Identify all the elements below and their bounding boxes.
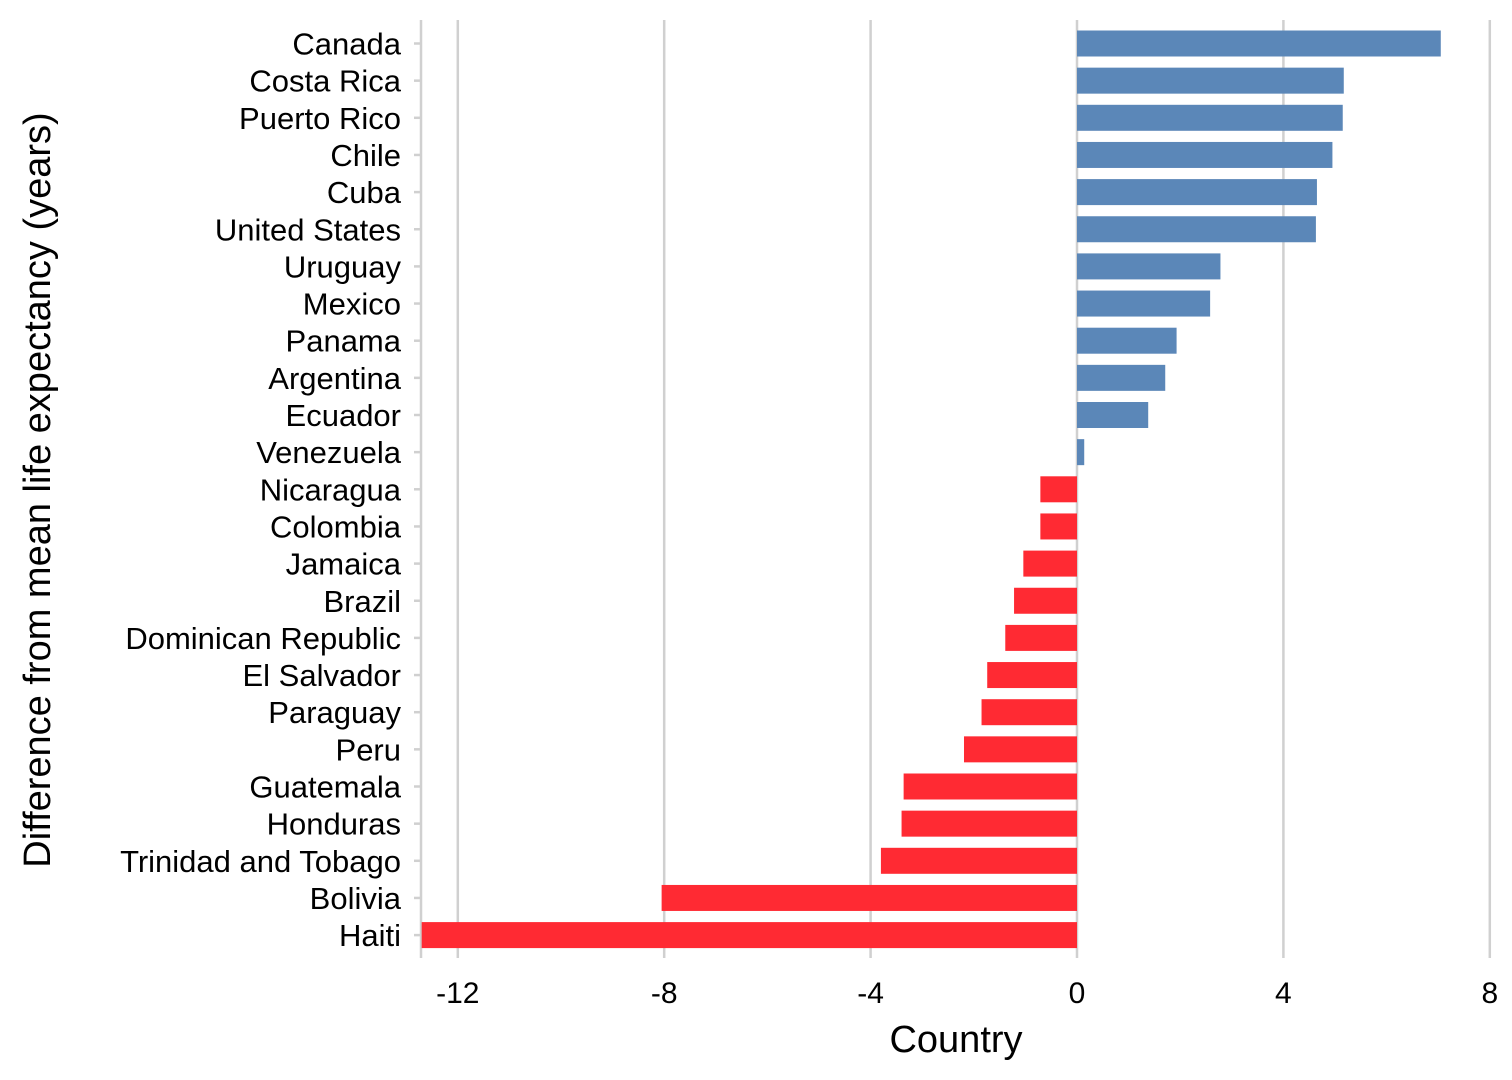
bar xyxy=(981,699,1077,726)
category-label: Bolivia xyxy=(310,881,402,916)
category-label: Colombia xyxy=(270,509,402,544)
bar xyxy=(1077,327,1177,354)
bar xyxy=(1077,179,1317,206)
category-label: Dominican Republic xyxy=(125,621,401,656)
x-axis-title: Country xyxy=(889,1019,1022,1061)
x-axis-tick-labels: -12 -8 -4 0 4 8 xyxy=(436,977,1498,1010)
category-label: Uruguay xyxy=(284,249,402,284)
x-tick-label: 8 xyxy=(1481,977,1498,1010)
y-axis-title: Difference from mean life expectancy (ye… xyxy=(17,112,59,867)
bar xyxy=(1077,67,1344,94)
category-label: El Salvador xyxy=(242,658,401,693)
bars xyxy=(421,30,1441,949)
category-label: Mexico xyxy=(303,287,401,322)
category-label: Panama xyxy=(286,324,402,359)
category-label: Venezuela xyxy=(256,435,402,470)
bar xyxy=(903,773,1077,800)
x-tick-label: -4 xyxy=(857,977,884,1010)
bar xyxy=(1077,402,1149,428)
bar xyxy=(1077,290,1211,317)
category-label: Brazil xyxy=(323,584,401,619)
bar xyxy=(661,884,1077,911)
category-label: Trinidad and Tobago xyxy=(120,844,401,879)
x-tick-label: -8 xyxy=(651,977,678,1010)
bar xyxy=(1077,141,1333,168)
bar xyxy=(1077,439,1085,466)
category-label: Paraguay xyxy=(268,695,401,730)
bar xyxy=(1040,513,1077,540)
y-axis-ticks xyxy=(414,42,421,937)
category-label: Puerto Rico xyxy=(239,101,401,136)
bar xyxy=(421,922,1077,949)
category-label: Haiti xyxy=(339,918,401,953)
bar xyxy=(1077,253,1221,280)
category-label: Nicaragua xyxy=(260,472,402,507)
x-tick-label: -12 xyxy=(436,977,479,1010)
category-label: Honduras xyxy=(267,807,401,842)
category-label: Ecuador xyxy=(286,398,401,433)
bar xyxy=(987,662,1077,689)
category-label: Chile xyxy=(330,138,401,173)
category-label: Canada xyxy=(292,27,401,62)
bar xyxy=(1077,364,1166,391)
category-label: Cuba xyxy=(327,175,402,210)
category-label: United States xyxy=(215,212,401,247)
bar xyxy=(1077,30,1441,57)
bar xyxy=(1005,624,1077,651)
category-label: Guatemala xyxy=(249,770,401,805)
x-tick-label: 0 xyxy=(1069,977,1086,1010)
bar xyxy=(880,847,1077,874)
category-label: Jamaica xyxy=(286,547,402,582)
bar xyxy=(1077,104,1343,131)
bar xyxy=(963,736,1077,763)
bar xyxy=(1077,216,1316,243)
bar xyxy=(1014,587,1077,614)
category-label: Argentina xyxy=(268,361,401,396)
bar xyxy=(901,810,1077,837)
x-tick-label: 4 xyxy=(1275,977,1292,1010)
bar xyxy=(1023,550,1077,577)
category-label: Peru xyxy=(336,732,401,767)
category-label: Costa Rica xyxy=(249,64,401,99)
bar xyxy=(1040,476,1077,503)
